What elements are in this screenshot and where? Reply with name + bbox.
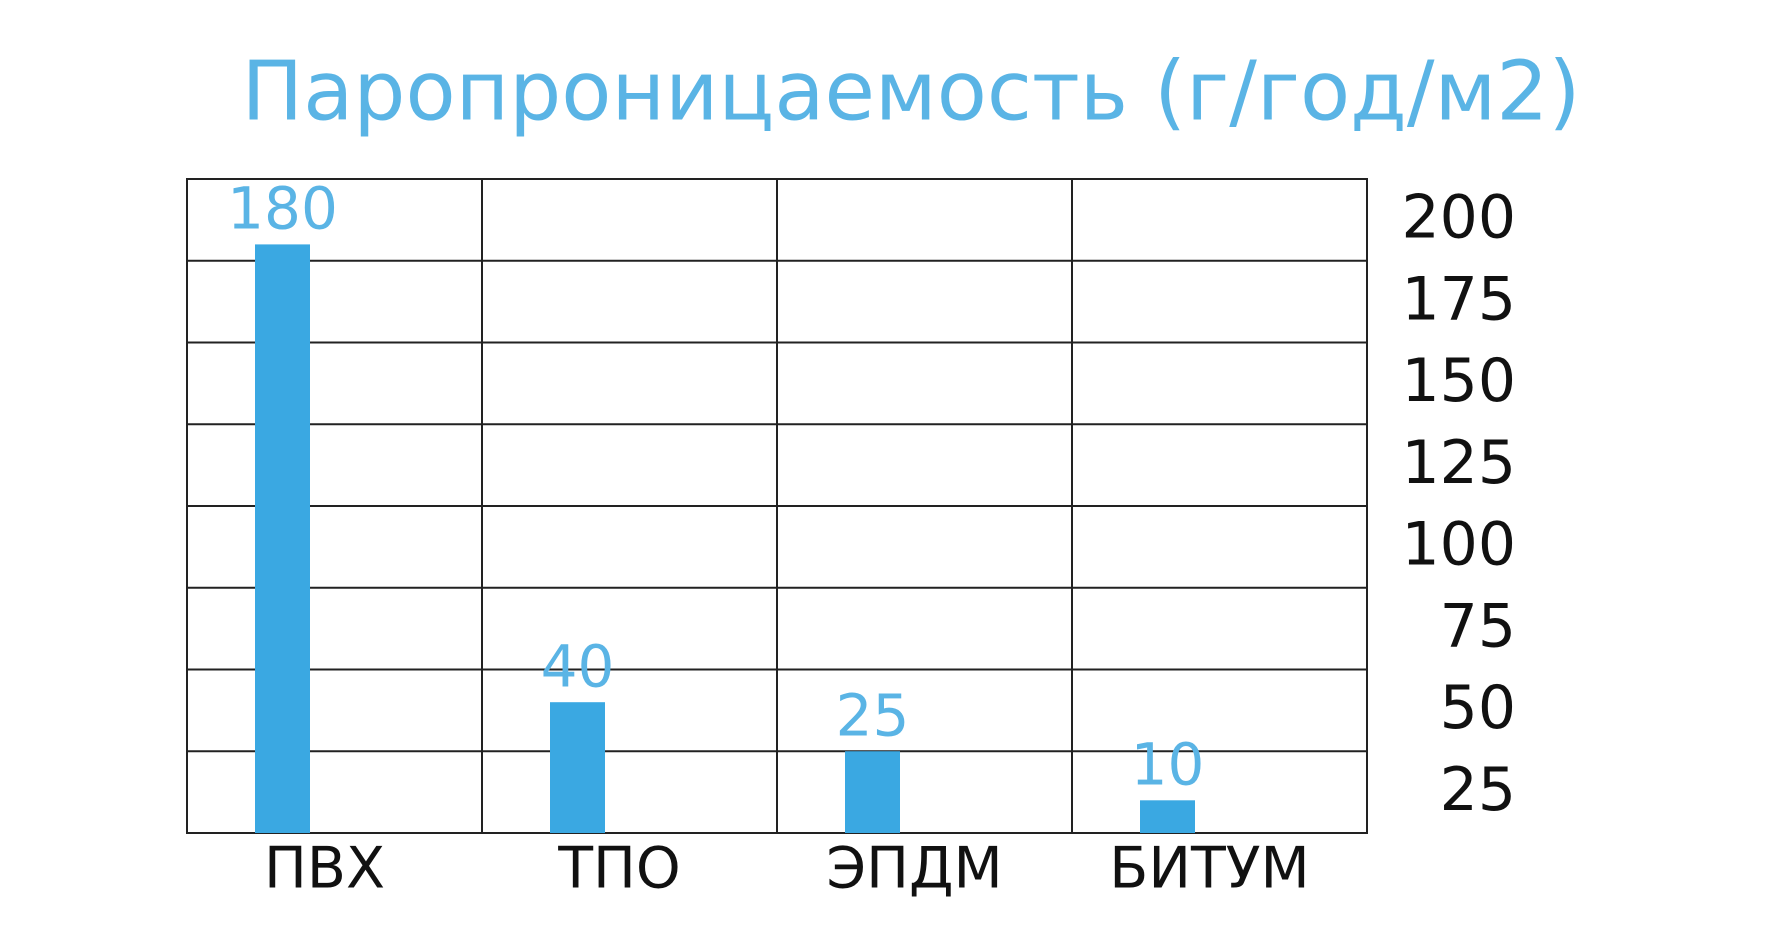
bar (550, 702, 605, 833)
y-tick-label: 175 (1401, 264, 1516, 334)
bar (845, 751, 900, 833)
y-tick-label: 75 (1440, 591, 1516, 661)
x-tick-label: БИТУМ (1109, 836, 1309, 902)
value-label: 10 (1131, 730, 1205, 798)
y-tick-label: 25 (1440, 755, 1516, 825)
y-tick-label: 150 (1401, 346, 1516, 416)
y-tick-label: 100 (1401, 510, 1516, 580)
bar (1140, 800, 1195, 833)
chart-title: Паропроницаемость (г/год/м2) (242, 44, 1581, 139)
y-tick-label: 200 (1401, 183, 1516, 253)
bar (255, 244, 310, 833)
value-label: 180 (227, 175, 338, 243)
value-label: 40 (541, 632, 615, 700)
value-label: 25 (836, 681, 910, 749)
x-tick-label: ТПО (557, 836, 681, 902)
x-tick-label: ЭПДМ (826, 836, 1002, 902)
y-tick-label: 125 (1401, 428, 1516, 498)
x-tick-label: ПВХ (264, 836, 385, 902)
y-tick-label: 50 (1440, 673, 1516, 743)
